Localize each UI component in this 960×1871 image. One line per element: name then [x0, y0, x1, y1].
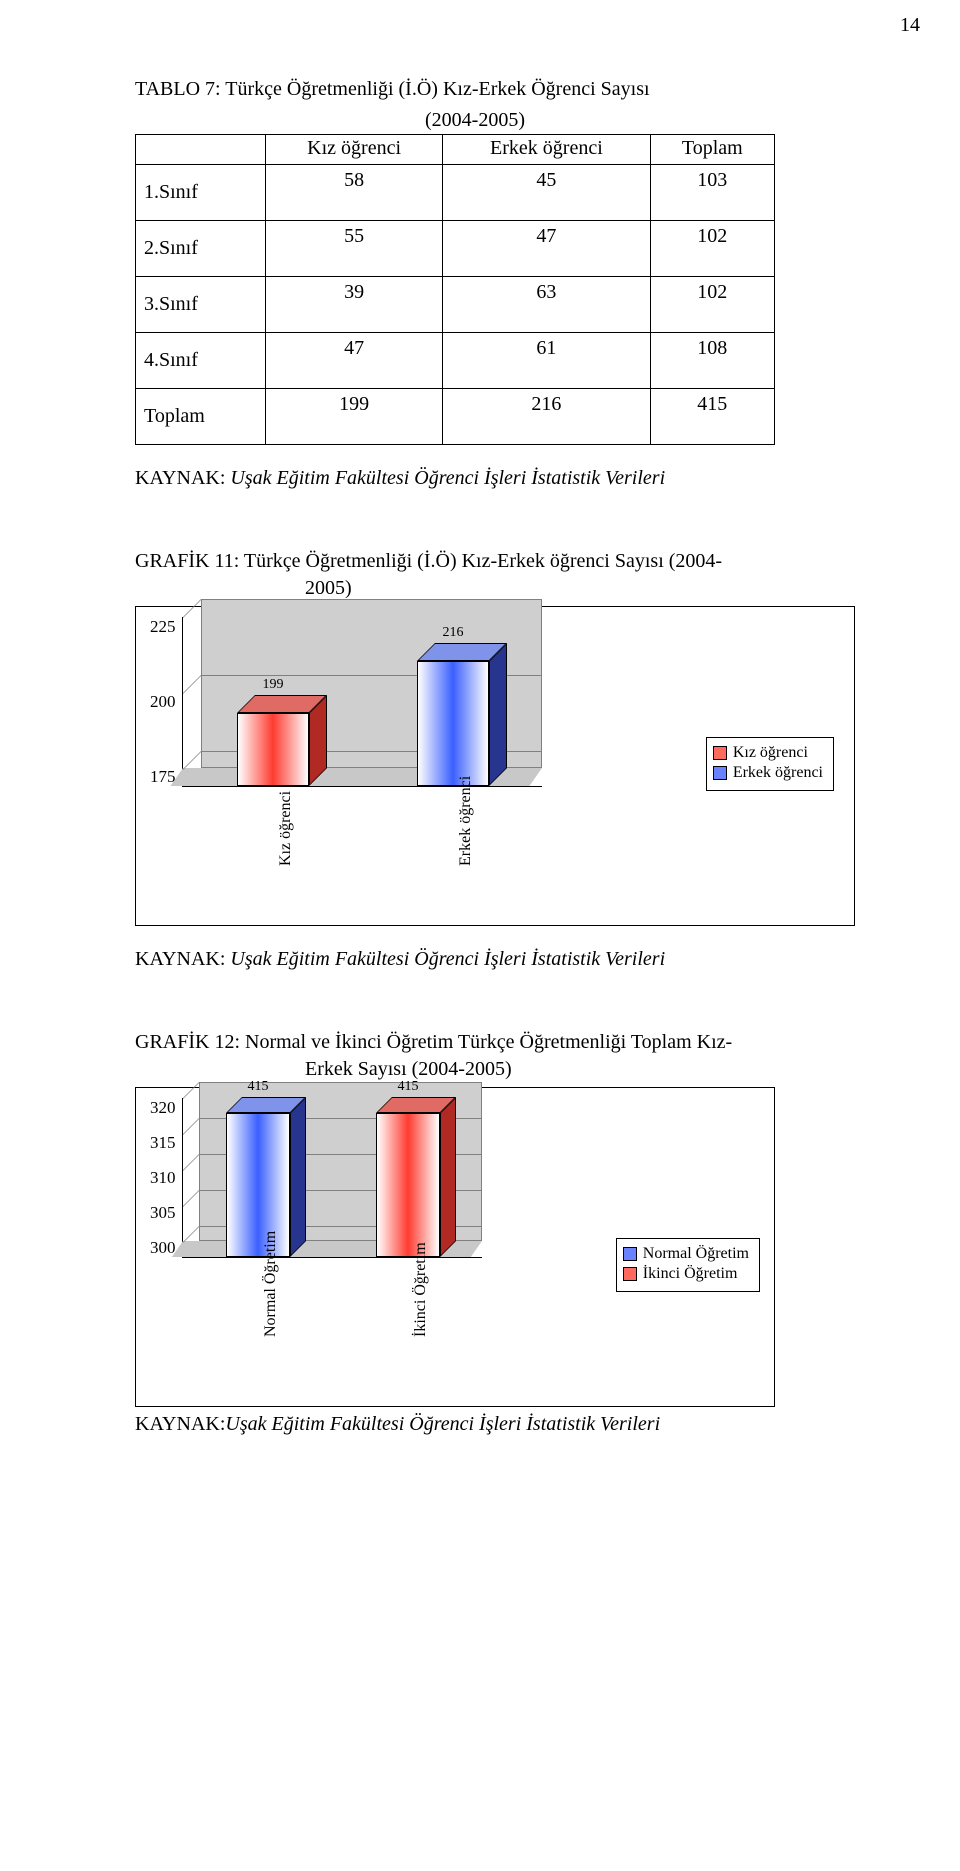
cell: 47: [443, 221, 650, 277]
cell: 102: [650, 277, 774, 333]
bar-value-label: 415: [248, 1079, 269, 1095]
cell: 39: [266, 277, 443, 333]
cell: 61: [443, 333, 650, 389]
grafik-12-title: GRAFİK 12: Normal ve İkinci Öğretim Türk…: [135, 1031, 880, 1054]
row-label: Toplam: [136, 389, 266, 445]
legend-label: Normal Öğretim: [643, 1245, 749, 1263]
x-axis-label: Kız öğrenci: [277, 846, 295, 866]
bar-value-label: 216: [443, 625, 464, 641]
table-row: 2.Sınıf5547102: [136, 221, 775, 277]
legend-swatch: [713, 766, 727, 780]
table-7-title: TABLO 7: Türkçe Öğretmenliği (İ.Ö) Kız-E…: [135, 78, 880, 101]
source-2: KAYNAK: Uşak Eğitim Fakültesi Öğrenci İş…: [135, 948, 880, 971]
y-tick-label: 305: [150, 1203, 176, 1223]
legend-label: Kız öğrenci: [733, 744, 808, 762]
page-number: 14: [900, 14, 920, 37]
cell: 55: [266, 221, 443, 277]
chart-11-xlabels: Kız öğrenci Erkek öğrenci: [150, 807, 840, 887]
y-tick-label: 315: [150, 1133, 176, 1153]
table-7: Kız öğrenci Erkek öğrenci Toplam 1.Sınıf…: [135, 134, 775, 445]
source-2-text: Uşak Eğitim Fakültesi Öğrenci İşleri İst…: [230, 948, 665, 970]
grafik-12-subtitle: Erkek Sayısı (2004-2005): [305, 1058, 880, 1081]
col-kiz: Kız öğrenci: [266, 135, 443, 165]
y-tick-label: 225: [150, 617, 176, 637]
table-row: 1.Sınıf5845103: [136, 165, 775, 221]
legend-item: İkinci Öğretim: [623, 1265, 749, 1283]
table-header-row: Kız öğrenci Erkek öğrenci Toplam: [136, 135, 775, 165]
table-row: Toplam199216415: [136, 389, 775, 445]
source-3: KAYNAK:Uşak Eğitim Fakültesi Öğrenci İşl…: [135, 1413, 880, 1436]
legend-label: İkinci Öğretim: [643, 1265, 738, 1283]
legend-item: Erkek öğrenci: [713, 764, 823, 782]
legend-item: Kız öğrenci: [713, 744, 823, 762]
chart-11-yaxis: 225200175: [150, 617, 182, 787]
x-axis-label: Normal Öğretim: [262, 1317, 280, 1337]
bar-value-label: 199: [263, 677, 284, 693]
x-axis-label: Erkek öğrenci: [457, 846, 475, 866]
cell: 45: [443, 165, 650, 221]
y-tick-label: 320: [150, 1098, 176, 1118]
row-label: 1.Sınıf: [136, 165, 266, 221]
bar: [237, 695, 327, 786]
y-tick-label: 200: [150, 692, 176, 712]
y-tick-label: 310: [150, 1168, 176, 1188]
chart-12-plot: 415415: [182, 1098, 482, 1258]
cell: 216: [443, 389, 650, 445]
cell: 47: [266, 333, 443, 389]
bar: [376, 1097, 456, 1257]
cell: 63: [443, 277, 650, 333]
table-row: 3.Sınıf3963102: [136, 277, 775, 333]
row-label: 2.Sınıf: [136, 221, 266, 277]
chart-11-box: 225200175 199216 Kız öğrenciErkek öğrenc…: [135, 606, 855, 926]
chart-12-legend: Normal Öğretim İkinci Öğretim: [616, 1238, 760, 1292]
source-1: KAYNAK: Uşak Eğitim Fakültesi Öğrenci İş…: [135, 467, 880, 490]
source-2-prefix: KAYNAK:: [135, 948, 230, 970]
cell: 102: [650, 221, 774, 277]
x-axis-label: İkinci Öğretim: [412, 1317, 430, 1337]
legend-swatch: [713, 746, 727, 760]
legend-swatch: [623, 1247, 637, 1261]
cell: 199: [266, 389, 443, 445]
chart-11-legend: Kız öğrenci Erkek öğrenci: [706, 737, 834, 791]
col-toplam: Toplam: [650, 135, 774, 165]
bar: [417, 643, 507, 786]
source-3-text: Uşak Eğitim Fakültesi Öğrenci İşleri İst…: [225, 1413, 660, 1435]
bar-value-label: 415: [398, 1079, 419, 1095]
legend-label: Erkek öğrenci: [733, 764, 823, 782]
table-7-subtitle: (2004-2005): [285, 109, 665, 132]
cell: 108: [650, 333, 774, 389]
cell: 103: [650, 165, 774, 221]
source-1-prefix: KAYNAK:: [135, 467, 230, 489]
cell: 415: [650, 389, 774, 445]
legend-item: Normal Öğretim: [623, 1245, 749, 1263]
row-label: 3.Sınıf: [136, 277, 266, 333]
col-erkek: Erkek öğrenci: [443, 135, 650, 165]
page: 14 TABLO 7: Türkçe Öğretmenliği (İ.Ö) Kı…: [0, 0, 960, 1871]
table-row: 4.Sınıf4761108: [136, 333, 775, 389]
grafik-11-title: GRAFİK 11: Türkçe Öğretmenliği (İ.Ö) Kız…: [135, 550, 880, 573]
chart-11-plot: 199 216: [182, 617, 542, 787]
cell: 58: [266, 165, 443, 221]
legend-swatch: [623, 1267, 637, 1281]
source-1-text: Uşak Eğitim Fakültesi Öğrenci İşleri İst…: [230, 467, 665, 489]
row-label: 4.Sınıf: [136, 333, 266, 389]
grafik-11-subtitle: 2005): [305, 577, 880, 600]
source-3-prefix: KAYNAK:: [135, 1413, 225, 1435]
chart-12-box: 320315310305300 415415 Normal Öğretimİki…: [135, 1087, 775, 1407]
chart-12-yaxis: 320315310305300: [150, 1098, 182, 1258]
